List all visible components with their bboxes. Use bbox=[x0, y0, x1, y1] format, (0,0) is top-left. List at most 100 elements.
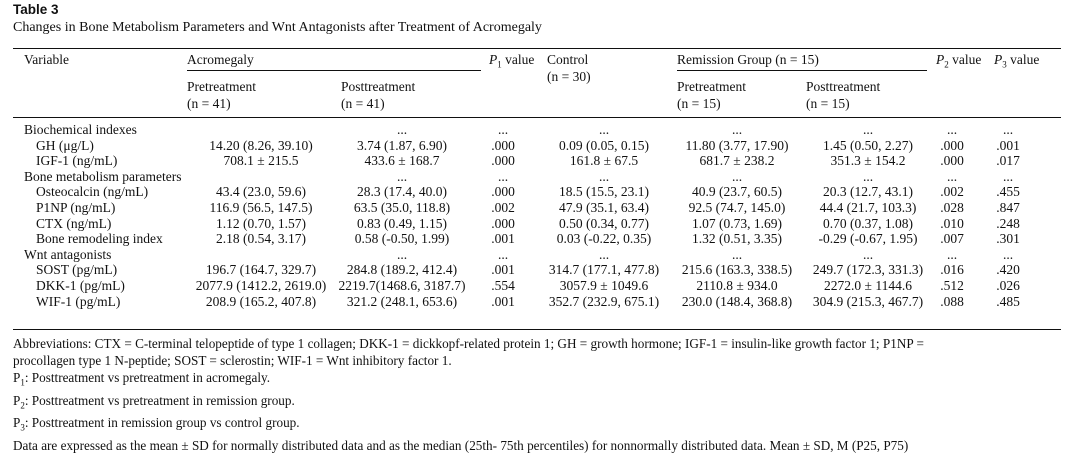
table-cell: 708.1 ± 215.5 bbox=[223, 153, 299, 169]
header-variable: Variable bbox=[24, 52, 69, 67]
table-cell: ... bbox=[731, 168, 743, 184]
table-cell: ... bbox=[598, 122, 610, 137]
table-notes: Abbreviations: CTX = C-terminal telopept… bbox=[13, 335, 1068, 454]
header-rem-pre-n: (n = 15) bbox=[677, 96, 721, 111]
header-acro-pre-n: (n = 41) bbox=[187, 96, 231, 111]
table-cell: 284.8 (189.2, 412.4) bbox=[346, 262, 458, 278]
table-cell: ... bbox=[598, 168, 610, 184]
bottom-rule bbox=[13, 329, 1061, 331]
table-cell: 1.32 (0.51, 3.35) bbox=[692, 231, 782, 247]
table-cell: 1.45 (0.50, 2.27) bbox=[823, 137, 913, 153]
table-cell: 249.7 (172.3, 331.3) bbox=[812, 262, 924, 278]
table-cell: .248 bbox=[996, 215, 1020, 231]
table-cell: 0.58 (-0.50, 1.99) bbox=[354, 231, 450, 247]
header-acro-pre: Pretreatment bbox=[187, 79, 256, 94]
table-cell: .010 bbox=[940, 215, 964, 231]
header-rem-post-n: (n = 15) bbox=[806, 96, 850, 111]
table-cell: 352.7 (232.9, 675.1) bbox=[548, 293, 660, 309]
table-cell: .485 bbox=[996, 293, 1020, 309]
header-p2: P2 value bbox=[936, 52, 982, 70]
table-cell: .512 bbox=[940, 278, 964, 293]
top-rule bbox=[13, 48, 1061, 50]
data-note: Data are expressed as the mean ± SD for … bbox=[13, 437, 909, 453]
header-control-n: (n = 30) bbox=[547, 69, 591, 84]
table-cell: .001 bbox=[491, 231, 515, 247]
section-label: Bone metabolism parameters bbox=[24, 168, 182, 184]
table-cell: ... bbox=[862, 168, 874, 184]
table-cell: 3.74 (1.87, 6.90) bbox=[357, 137, 447, 153]
abbreviations-line-1: Abbreviations: CTX = C-terminal telopept… bbox=[13, 336, 924, 351]
table-cell: .016 bbox=[940, 262, 964, 278]
table-cell: ... bbox=[497, 246, 509, 262]
header-acromegaly: Acromegaly bbox=[187, 52, 254, 67]
table-cell: .000 bbox=[940, 153, 964, 169]
table-cell: 215.6 (163.3, 338.5) bbox=[681, 262, 793, 278]
table-cell: 116.9 (56.5, 147.5) bbox=[209, 200, 313, 215]
table-cell: .000 bbox=[940, 137, 964, 153]
table-cell: 14.20 (8.26, 39.10) bbox=[209, 137, 313, 153]
table-cell: .000 bbox=[491, 153, 515, 169]
table-cell: ... bbox=[862, 246, 874, 262]
table-cell: ... bbox=[731, 122, 743, 137]
table-cell: 3057.9 ± 1049.6 bbox=[559, 278, 649, 293]
header-p1: P1 value bbox=[489, 52, 535, 70]
table-cell: 433.6 ± 168.7 bbox=[364, 153, 440, 169]
table-cell: ... bbox=[1002, 246, 1014, 262]
remission-underline bbox=[677, 70, 927, 71]
table-cell: ... bbox=[396, 246, 408, 262]
row-label: WIF-1 (pg/mL) bbox=[36, 293, 121, 309]
note-p1: P1: Posttreatment vs pretreatment in acr… bbox=[13, 370, 271, 388]
table-cell: .002 bbox=[940, 184, 964, 200]
table-cell: 40.9 (23.7, 60.5) bbox=[692, 184, 782, 200]
header-rem-pre: Pretreatment bbox=[677, 79, 746, 94]
table-cell: 47.9 (35.1, 63.4) bbox=[559, 200, 649, 215]
table-cell: 63.5 (35.0, 118.8) bbox=[353, 200, 451, 215]
table-cell: 351.3 ± 154.2 bbox=[830, 153, 906, 169]
header-remission-group: Remission Group (n = 15) bbox=[677, 52, 819, 67]
row-label: CTX (ng/mL) bbox=[36, 215, 112, 231]
table-cell: ... bbox=[731, 246, 743, 262]
table-cell: 2219.7(1468.6, 3187.7) bbox=[338, 278, 466, 293]
row-label: IGF-1 (ng/mL) bbox=[36, 153, 118, 169]
table-cell: 1.12 (0.70, 1.57) bbox=[216, 215, 306, 231]
table-cell: 28.3 (17.4, 40.0) bbox=[357, 184, 447, 200]
note-p2: P2: Posttreatment vs pretreatment in rem… bbox=[13, 392, 295, 411]
table-cell: 681.7 ± 238.2 bbox=[699, 153, 775, 169]
table-cell: 0.03 (-0.22, 0.35) bbox=[556, 231, 652, 247]
table-cell: 11.80 (3.77, 17.90) bbox=[685, 137, 789, 153]
table-cell: 161.8 ± 67.5 bbox=[569, 153, 639, 169]
table-cell: ... bbox=[497, 122, 509, 137]
table-cell: 2272.0 ± 1144.6 bbox=[824, 278, 912, 293]
table-cell: 304.9 (215.3, 467.7) bbox=[812, 293, 924, 309]
table-cell: 2110.8 ± 934.0 bbox=[696, 278, 778, 293]
table-cell: ... bbox=[497, 168, 509, 184]
table-cell: 208.9 (165.2, 407.8) bbox=[205, 293, 317, 309]
table-cell: 18.5 (15.5, 23.1) bbox=[559, 184, 649, 200]
table-cell: .088 bbox=[940, 293, 964, 309]
abbreviations-line-2: procollagen type 1 N-peptide; SOST = scl… bbox=[13, 353, 452, 368]
table-cell: 314.7 (177.1, 477.8) bbox=[548, 262, 660, 278]
table-cell: .847 bbox=[996, 200, 1020, 215]
acromegaly-underline bbox=[187, 70, 481, 71]
table-cell: 0.50 (0.34, 0.77) bbox=[559, 215, 649, 231]
row-label: Bone remodeling index bbox=[36, 231, 163, 247]
header-control: Control bbox=[547, 52, 589, 67]
table-cell: -0.29 (-0.67, 1.95) bbox=[818, 231, 918, 247]
note-p3: P3: Posttreatment in remission group vs … bbox=[13, 415, 300, 433]
table-cell: 2077.9 (1412.2, 2619.0) bbox=[195, 278, 327, 293]
table-cell: 196.7 (164.7, 329.7) bbox=[205, 262, 317, 278]
table-cell: .000 bbox=[491, 137, 515, 153]
table-cell: 0.70 (0.37, 1.08) bbox=[823, 215, 913, 231]
table-cell: 2.18 (0.54, 3.17) bbox=[216, 231, 306, 247]
table-cell: ... bbox=[946, 122, 958, 137]
table-cell: .001 bbox=[491, 262, 515, 278]
table-cell: .301 bbox=[996, 231, 1020, 247]
table-cell: ... bbox=[1002, 122, 1014, 137]
table-cell: ... bbox=[946, 246, 958, 262]
table-cell: .017 bbox=[996, 153, 1020, 169]
table-cell: .420 bbox=[996, 262, 1020, 278]
table-cell: .002 bbox=[491, 200, 515, 215]
table-cell: 44.4 (21.7, 103.3) bbox=[819, 200, 917, 215]
row-label: GH (μg/L) bbox=[36, 137, 94, 153]
table-cell: 321.2 (248.1, 653.6) bbox=[346, 293, 458, 309]
